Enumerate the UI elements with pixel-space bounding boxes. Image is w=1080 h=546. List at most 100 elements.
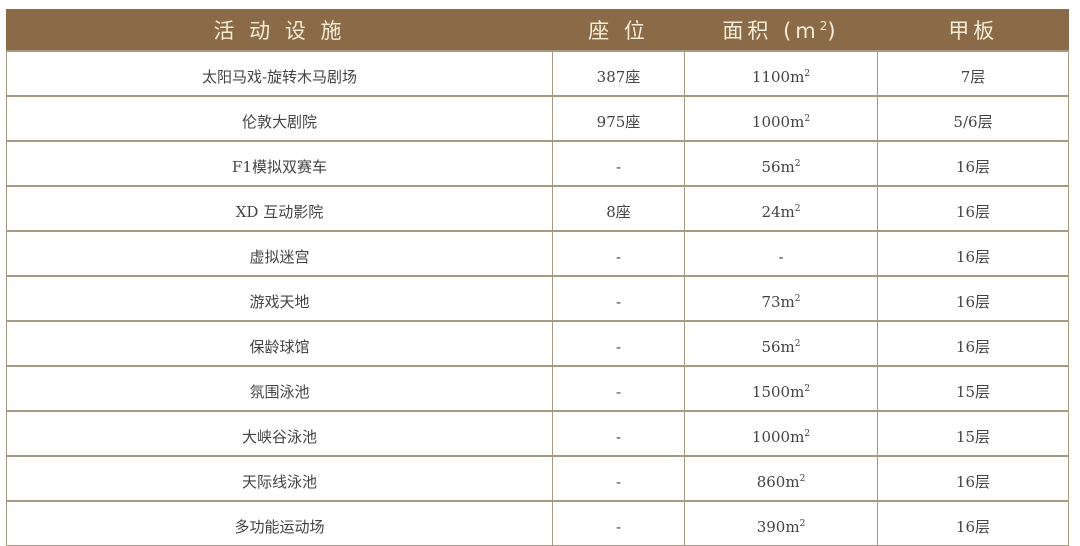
cell-area-value: 1500m — [751, 382, 805, 401]
area-unit-sup: 2 — [794, 293, 801, 304]
cell-seats: - — [552, 320, 685, 367]
cell-deck-value: 16层 — [955, 203, 991, 221]
facilities-table-container: 活 动 设 施 座 位 面积 (m2) 甲板 太阳马戏-旋转木马剧场 387座 11… — [6, 9, 1069, 546]
cell-seats-value: - — [615, 157, 622, 176]
table-row: 天际线泳池 - 860m2 16层 — [6, 455, 1069, 502]
table-row: 氛围泳池 - 1500m2 15层 — [6, 365, 1069, 412]
cell-facility-value: 多功能运动场 — [234, 518, 325, 536]
table-row: XD 互动影院 8座 24m2 16层 — [6, 185, 1069, 232]
cell-seats-value: 387座 — [596, 68, 641, 86]
cell-facility: 保龄球馆 — [6, 320, 553, 367]
area-unit-sup: 2 — [804, 113, 811, 124]
cell-deck: 16层 — [877, 275, 1069, 322]
cell-deck: 16层 — [877, 230, 1069, 277]
table-row: 保龄球馆 - 56m2 16层 — [6, 320, 1069, 367]
cell-deck-value: 15层 — [955, 383, 991, 401]
cell-area: 56m2 — [684, 140, 878, 187]
cell-area-value: 1000m — [751, 427, 805, 446]
table-row: 太阳马戏-旋转木马剧场 387座 1100m2 7层 — [6, 50, 1069, 97]
cell-area-value: 24m — [761, 202, 795, 221]
cell-facility: F1模拟双赛车 — [6, 140, 553, 187]
cell-seats: 975座 — [552, 95, 685, 142]
cell-seats: - — [552, 140, 685, 187]
cell-deck-value: 16层 — [955, 518, 991, 536]
cell-area-value: 56m — [761, 337, 795, 356]
cell-deck-value: 5/6层 — [953, 113, 993, 131]
cell-seats-value: - — [615, 247, 622, 266]
cell-facility: 多功能运动场 — [6, 500, 553, 546]
cell-facility: 大峡谷泳池 — [6, 410, 553, 457]
table-row: 大峡谷泳池 - 1000m2 15层 — [6, 410, 1069, 457]
area-unit-sup: 2 — [804, 68, 811, 79]
header-area: 面积 (m2) — [684, 9, 878, 51]
cell-seats: - — [552, 500, 685, 546]
cell-deck-value: 16层 — [955, 293, 991, 311]
cell-facility-value: 保龄球馆 — [249, 338, 310, 356]
cell-area: 1000m2 — [684, 95, 878, 142]
cell-facility-value: 氛围泳池 — [249, 383, 310, 401]
cell-area: 860m2 — [684, 455, 878, 502]
cell-area: - — [684, 230, 878, 277]
cell-facility-value: XD 互动影院 — [235, 203, 324, 221]
cell-area-value: 56m — [761, 157, 795, 176]
cell-area: 1100m2 — [684, 50, 878, 97]
header-area-label: 面积 (m — [722, 18, 820, 43]
cell-seats-value: - — [615, 427, 622, 446]
header-area-close: ) — [827, 18, 840, 43]
facilities-table: 活 动 设 施 座 位 面积 (m2) 甲板 太阳马戏-旋转木马剧场 387座 11… — [6, 9, 1069, 546]
cell-seats-value: - — [615, 292, 622, 311]
cell-deck: 16层 — [877, 500, 1069, 546]
header-seats: 座 位 — [552, 9, 685, 51]
area-unit-sup: 2 — [799, 518, 806, 529]
cell-deck: 16层 — [877, 320, 1069, 367]
cell-deck-value: 15层 — [955, 428, 991, 446]
cell-seats: - — [552, 410, 685, 457]
cell-facility-value: 大峡谷泳池 — [241, 428, 317, 446]
cell-facility-value: 太阳马戏-旋转木马剧场 — [201, 68, 358, 86]
cell-facility-value: 天际线泳池 — [241, 473, 317, 491]
area-unit-sup: 2 — [804, 383, 811, 394]
cell-seats-value: - — [615, 472, 622, 491]
cell-facility: 伦敦大剧院 — [6, 95, 553, 142]
cell-deck-value: 16层 — [955, 338, 991, 356]
cell-area: 73m2 — [684, 275, 878, 322]
cell-deck: 7层 — [877, 50, 1069, 97]
cell-deck: 16层 — [877, 455, 1069, 502]
cell-area: 1000m2 — [684, 410, 878, 457]
table-row: 伦敦大剧院 975座 1000m2 5/6层 — [6, 95, 1069, 142]
header-deck: 甲板 — [877, 9, 1069, 51]
cell-facility: 虚拟迷宫 — [6, 230, 553, 277]
cell-deck-value: 16层 — [955, 473, 991, 491]
cell-seats-value: 975座 — [596, 113, 641, 131]
cell-area-value: 1000m — [751, 112, 805, 131]
cell-seats-value: - — [615, 337, 622, 356]
cell-facility: 氛围泳池 — [6, 365, 553, 412]
cell-deck: 16层 — [877, 185, 1069, 232]
cell-deck-value: 16层 — [955, 158, 991, 176]
table-row: 游戏天地 - 73m2 16层 — [6, 275, 1069, 322]
cell-seats-value: 8座 — [606, 203, 631, 221]
cell-area-value: 73m — [761, 292, 795, 311]
area-unit-sup: 2 — [794, 203, 801, 214]
table-row: F1模拟双赛车 - 56m2 16层 — [6, 140, 1069, 187]
cell-area: 24m2 — [684, 185, 878, 232]
cell-area: 1500m2 — [684, 365, 878, 412]
cell-seats-value: - — [615, 517, 622, 536]
cell-facility-value: 伦敦大剧院 — [241, 113, 317, 131]
cell-area-value: 860m — [756, 472, 800, 491]
cell-facility-value: 游戏天地 — [249, 293, 310, 311]
cell-seats-value: - — [615, 382, 622, 401]
cell-facility: XD 互动影院 — [6, 185, 553, 232]
cell-deck: 16层 — [877, 140, 1069, 187]
cell-area: 390m2 — [684, 500, 878, 546]
cell-seats: 387座 — [552, 50, 685, 97]
cell-seats: - — [552, 365, 685, 412]
cell-deck-value: 7层 — [960, 68, 986, 86]
area-unit-sup: 2 — [799, 473, 806, 484]
cell-deck-value: 16层 — [955, 248, 991, 266]
cell-deck: 15层 — [877, 365, 1069, 412]
area-unit-sup: 2 — [794, 338, 801, 349]
header-facility: 活 动 设 施 — [6, 9, 553, 51]
cell-area-value: 1100m — [751, 67, 805, 86]
table-row: 虚拟迷宫 - - 16层 — [6, 230, 1069, 277]
